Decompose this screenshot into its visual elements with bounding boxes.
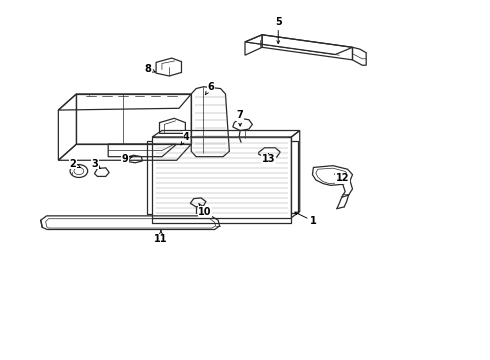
Text: 4: 4 xyxy=(181,132,190,145)
Text: 1: 1 xyxy=(295,212,317,226)
Text: 6: 6 xyxy=(205,82,214,95)
Text: 7: 7 xyxy=(237,111,244,126)
Text: 13: 13 xyxy=(262,154,275,164)
Text: 11: 11 xyxy=(154,231,168,244)
Text: 9: 9 xyxy=(122,154,132,164)
Text: 12: 12 xyxy=(335,173,349,183)
Text: 10: 10 xyxy=(198,204,212,217)
Text: 2: 2 xyxy=(70,159,80,169)
Text: 3: 3 xyxy=(92,159,100,169)
Text: 5: 5 xyxy=(275,17,282,44)
Text: 8: 8 xyxy=(145,64,155,74)
